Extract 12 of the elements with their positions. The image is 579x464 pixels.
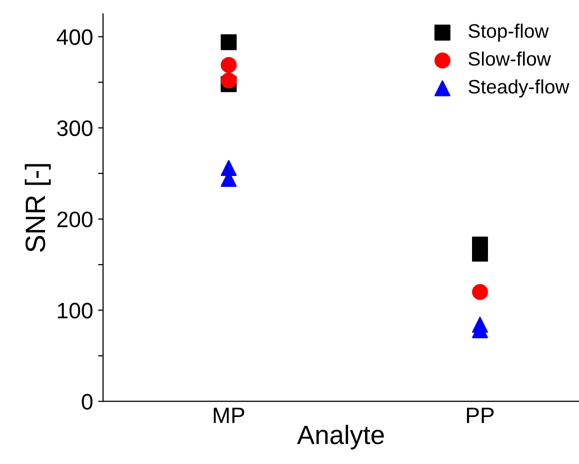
legend-label: Slow-flow: [468, 51, 551, 66]
x-axis-title: Analyte: [297, 424, 384, 450]
y-axis-title: SNR [-]: [24, 164, 51, 252]
legend-label: Steady-flow: [468, 79, 570, 98]
x-tick-label: MP: [214, 408, 244, 424]
y-tick-label: 0: [82, 394, 92, 410]
x-tick-label: PP: [466, 408, 494, 424]
y-tick-label: 200: [57, 212, 92, 228]
y-tick-label: 100: [58, 302, 92, 318]
legend-label: Stop-flow: [468, 24, 549, 42]
y-tick-label: 300: [57, 120, 92, 136]
y-tick-label: 400: [56, 29, 92, 45]
